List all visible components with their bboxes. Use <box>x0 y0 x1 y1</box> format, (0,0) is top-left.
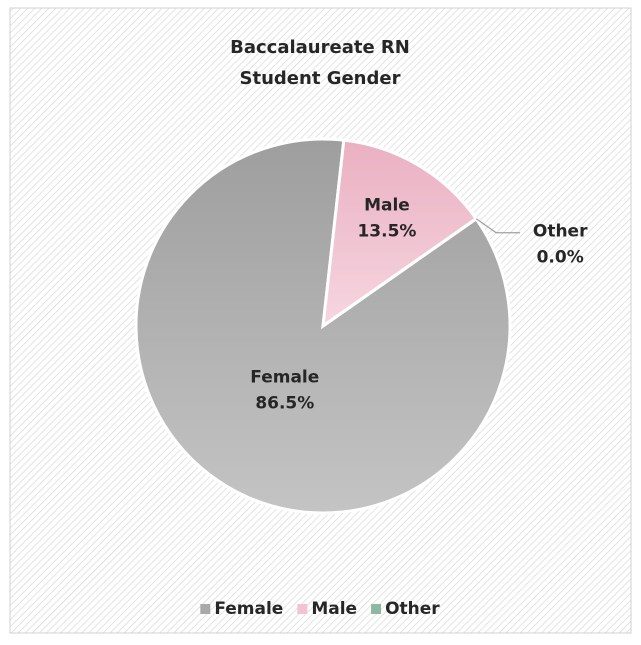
data-label-value: 13.5% <box>357 221 416 241</box>
legend-label: Male <box>311 599 357 619</box>
data-label-value: 86.5% <box>255 393 314 413</box>
data-label-name: Other <box>533 222 588 242</box>
legend-label: Female <box>214 599 283 619</box>
chart-title: Baccalaureate RN <box>230 37 410 58</box>
data-label-name: Female <box>250 367 319 387</box>
legend-label: Other <box>385 599 440 619</box>
legend-marker <box>297 604 308 614</box>
legend: Female Male Other <box>200 599 440 619</box>
legend-marker <box>371 604 382 614</box>
data-label-name: Male <box>364 195 410 215</box>
data-label-value: 0.0% <box>537 248 584 268</box>
chart-title: Student Gender <box>240 68 401 89</box>
leader-line <box>475 218 521 234</box>
pie-slice <box>322 217 478 328</box>
pie-slice <box>321 138 479 330</box>
legend-marker <box>200 604 211 614</box>
